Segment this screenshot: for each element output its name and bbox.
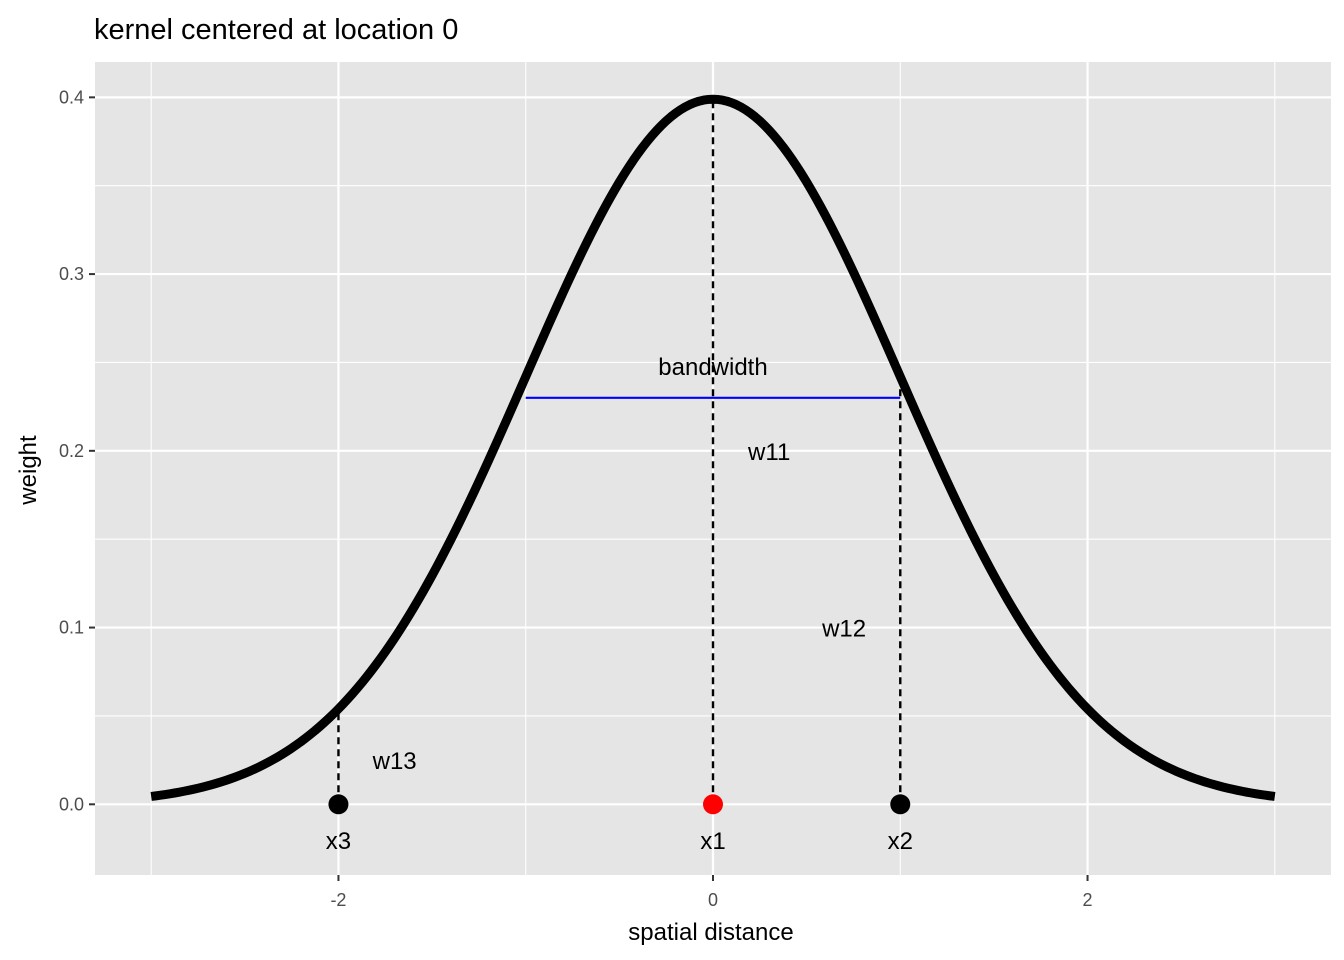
weight-label-w12: w12 [821, 616, 866, 643]
marks-layer: w11 w12 w13 bandwidth x1 x2 x3 [150, 94, 1276, 855]
point-x2 [890, 794, 911, 815]
y-tick-label: 0.2 [59, 441, 84, 461]
x-tick-label: -2 [330, 890, 346, 910]
x-axis-label: spatial distance [628, 919, 793, 946]
x-tick-label: 2 [1083, 890, 1093, 910]
y-tick-label: 0.1 [59, 618, 84, 638]
point-x3 [328, 794, 349, 815]
y-tick-label: 0.3 [59, 264, 84, 284]
weight-label-w11: w11 [747, 439, 790, 466]
x-tick-label: 0 [708, 890, 718, 910]
point-label-x1: x1 [700, 828, 725, 855]
point-label-x3: x3 [326, 828, 351, 855]
weight-label-w13: w13 [372, 748, 417, 775]
point-label-x2: x2 [888, 828, 913, 855]
kernel-curve [150, 94, 1276, 801]
chart-title: kernel centered at location 0 [94, 14, 458, 46]
y-axis-label: weight [15, 435, 42, 506]
bandwidth-label: bandwidth [658, 354, 767, 381]
point-x1 [703, 794, 723, 815]
axis-layer: -2 0 2 0.0 0.1 0.2 0.3 0.4 [59, 87, 1093, 910]
y-tick-label: 0.0 [59, 794, 84, 814]
y-tick-label: 0.4 [59, 87, 84, 107]
